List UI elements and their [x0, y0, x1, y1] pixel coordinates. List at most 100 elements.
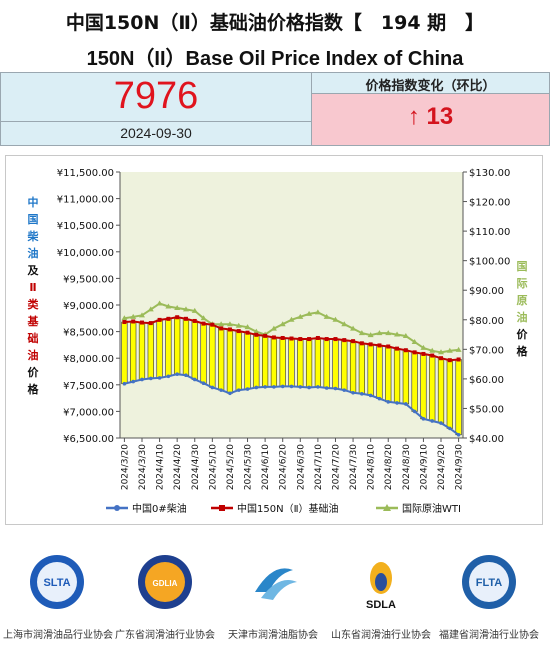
left-tick-label: ¥6,500.00 — [63, 434, 114, 445]
wti-series-point — [385, 330, 392, 336]
logo-mark: FLTA — [476, 577, 503, 589]
x-tick-label: 2024/6/10 — [261, 444, 271, 490]
base-oil-series-point — [280, 335, 285, 340]
x-tick-label: 2024/9/30 — [455, 444, 465, 490]
wti-series-point — [306, 310, 313, 316]
wti-series-point — [235, 322, 242, 328]
diesel-series-point — [157, 376, 162, 380]
wti-series-point — [402, 333, 409, 339]
wti-series-point — [191, 307, 198, 313]
base-oil-series-point — [386, 344, 391, 349]
diesel-series-point — [245, 387, 250, 391]
association-logo: SLTA 上海市润滑油品行业协会 — [3, 540, 113, 652]
association-logo: 天津市润滑油脂协会 — [219, 540, 327, 652]
spread-bar — [147, 322, 154, 379]
diesel-series-point — [360, 392, 364, 396]
diesel-series-point — [324, 386, 329, 390]
wti-series-point — [455, 346, 462, 352]
x-tick-label: 2024/5/20 — [226, 444, 236, 490]
diesel-series-point — [395, 401, 399, 405]
base-oil-series-point — [201, 321, 206, 326]
index-date-box: 2024-09-30 — [0, 121, 312, 146]
base-oil-series-point — [254, 332, 259, 337]
diesel-series-point — [456, 433, 461, 437]
wti-series-point — [200, 315, 207, 321]
base-oil-series-point — [122, 320, 127, 325]
left-axis-title-char: Ⅱ — [29, 281, 36, 294]
wti-series-point — [130, 313, 137, 319]
base-oil-series-point — [175, 315, 180, 320]
left-tick-label: ¥7,000.00 — [63, 407, 114, 418]
spread-bar — [262, 335, 269, 388]
wti-series-point — [341, 321, 348, 327]
change-value: ↑ 13 — [407, 103, 454, 130]
wti-series-point — [297, 313, 304, 319]
diesel-series-point — [175, 372, 179, 376]
diesel-series-point — [131, 379, 135, 384]
spread-bar — [288, 338, 295, 387]
right-tick-label: $70.00 — [469, 345, 504, 356]
base-oil-series-point — [183, 316, 188, 321]
change-label-box: 价格指数变化（环比） — [311, 72, 550, 94]
left-tick-label: ¥10,000.00 — [57, 248, 114, 259]
left-axis-title-char: 础 — [28, 331, 39, 345]
spread-bar — [341, 339, 348, 391]
spread-bar — [305, 338, 313, 388]
x-tick-label: 2024/3/20 — [120, 444, 130, 490]
left-axis-title-char: 油 — [28, 348, 39, 362]
diesel-series-point — [351, 390, 355, 395]
spread-bar — [385, 346, 392, 403]
change-label: 价格指数变化（环比） — [365, 79, 496, 94]
right-tick-label: $40.00 — [469, 434, 504, 445]
spread-bar — [138, 322, 146, 380]
base-oil-series-point — [157, 317, 162, 322]
right-tick-label: $50.00 — [469, 404, 504, 415]
x-tick-label: 2024/7/10 — [314, 444, 324, 490]
x-tick-label: 2024/9/10 — [419, 444, 429, 490]
diesel-series-point — [298, 385, 303, 389]
diesel-series-point — [421, 417, 426, 421]
wti-series-point — [270, 325, 277, 331]
association-name: 山东省润滑油行业协会 — [331, 630, 431, 641]
price-chart: ¥11,500.00 ¥11,000.00 ¥10,500.00 ¥10,000.00… — [5, 155, 543, 525]
legend-marker — [219, 505, 225, 511]
base-oil-series-point — [342, 338, 347, 343]
left-axis-title-char: 油 — [28, 246, 39, 260]
base-oil-series-point — [324, 337, 329, 342]
right-tick-label: $120.00 — [469, 198, 510, 209]
base-oil-series-point — [131, 319, 136, 324]
x-tick-label: 2024/7/30 — [349, 444, 359, 490]
association-emblem-icon: GDLIA — [138, 555, 192, 609]
wti-series-point — [332, 316, 339, 322]
x-tick-label: 2024/9/20 — [437, 444, 447, 490]
base-oil-series-point — [403, 348, 408, 353]
association-emblem-icon: SLTA — [30, 555, 84, 609]
wti-series-point — [367, 332, 374, 338]
wti-series-point — [165, 303, 172, 309]
x-tick-label: 2024/6/30 — [296, 444, 306, 490]
spread-bar — [226, 329, 234, 394]
spread-bar — [314, 337, 321, 388]
wti-series-point — [411, 338, 418, 344]
base-oil-series-point — [166, 316, 171, 321]
diesel-series-point — [342, 388, 347, 392]
association-logos: SLTA 上海市润滑油品行业协会 GDLIA 广东省润滑油行业协会 天津市润滑油脂协会 S… — [0, 540, 550, 652]
diesel-series-point — [448, 426, 452, 431]
base-oil-series-point — [412, 350, 417, 355]
left-axis-title-char: 柴 — [27, 229, 40, 243]
left-axis-title-char: 类 — [28, 297, 40, 311]
x-tick-label: 2024/8/10 — [367, 444, 377, 490]
right-axis-title-char: 油 — [517, 310, 528, 324]
logo-mark: SDLA — [366, 599, 396, 611]
right-axis-title-char: 国 — [517, 260, 528, 273]
spread-bar — [455, 359, 462, 436]
left-tick-label: ¥9,000.00 — [63, 301, 114, 312]
x-tick-label: 2024/5/10 — [208, 444, 218, 490]
chart-canvas: ¥11,500.00 ¥11,000.00 ¥10,500.00 ¥10,000.00… — [27, 168, 529, 515]
left-tick-label: ¥9,500.00 — [63, 274, 114, 285]
spread-bar — [130, 321, 137, 382]
wti-series-point — [218, 321, 225, 327]
right-tick-label: $80.00 — [469, 316, 504, 327]
wti-series-point — [420, 344, 427, 350]
left-tick-label: ¥11,000.00 — [57, 195, 114, 206]
